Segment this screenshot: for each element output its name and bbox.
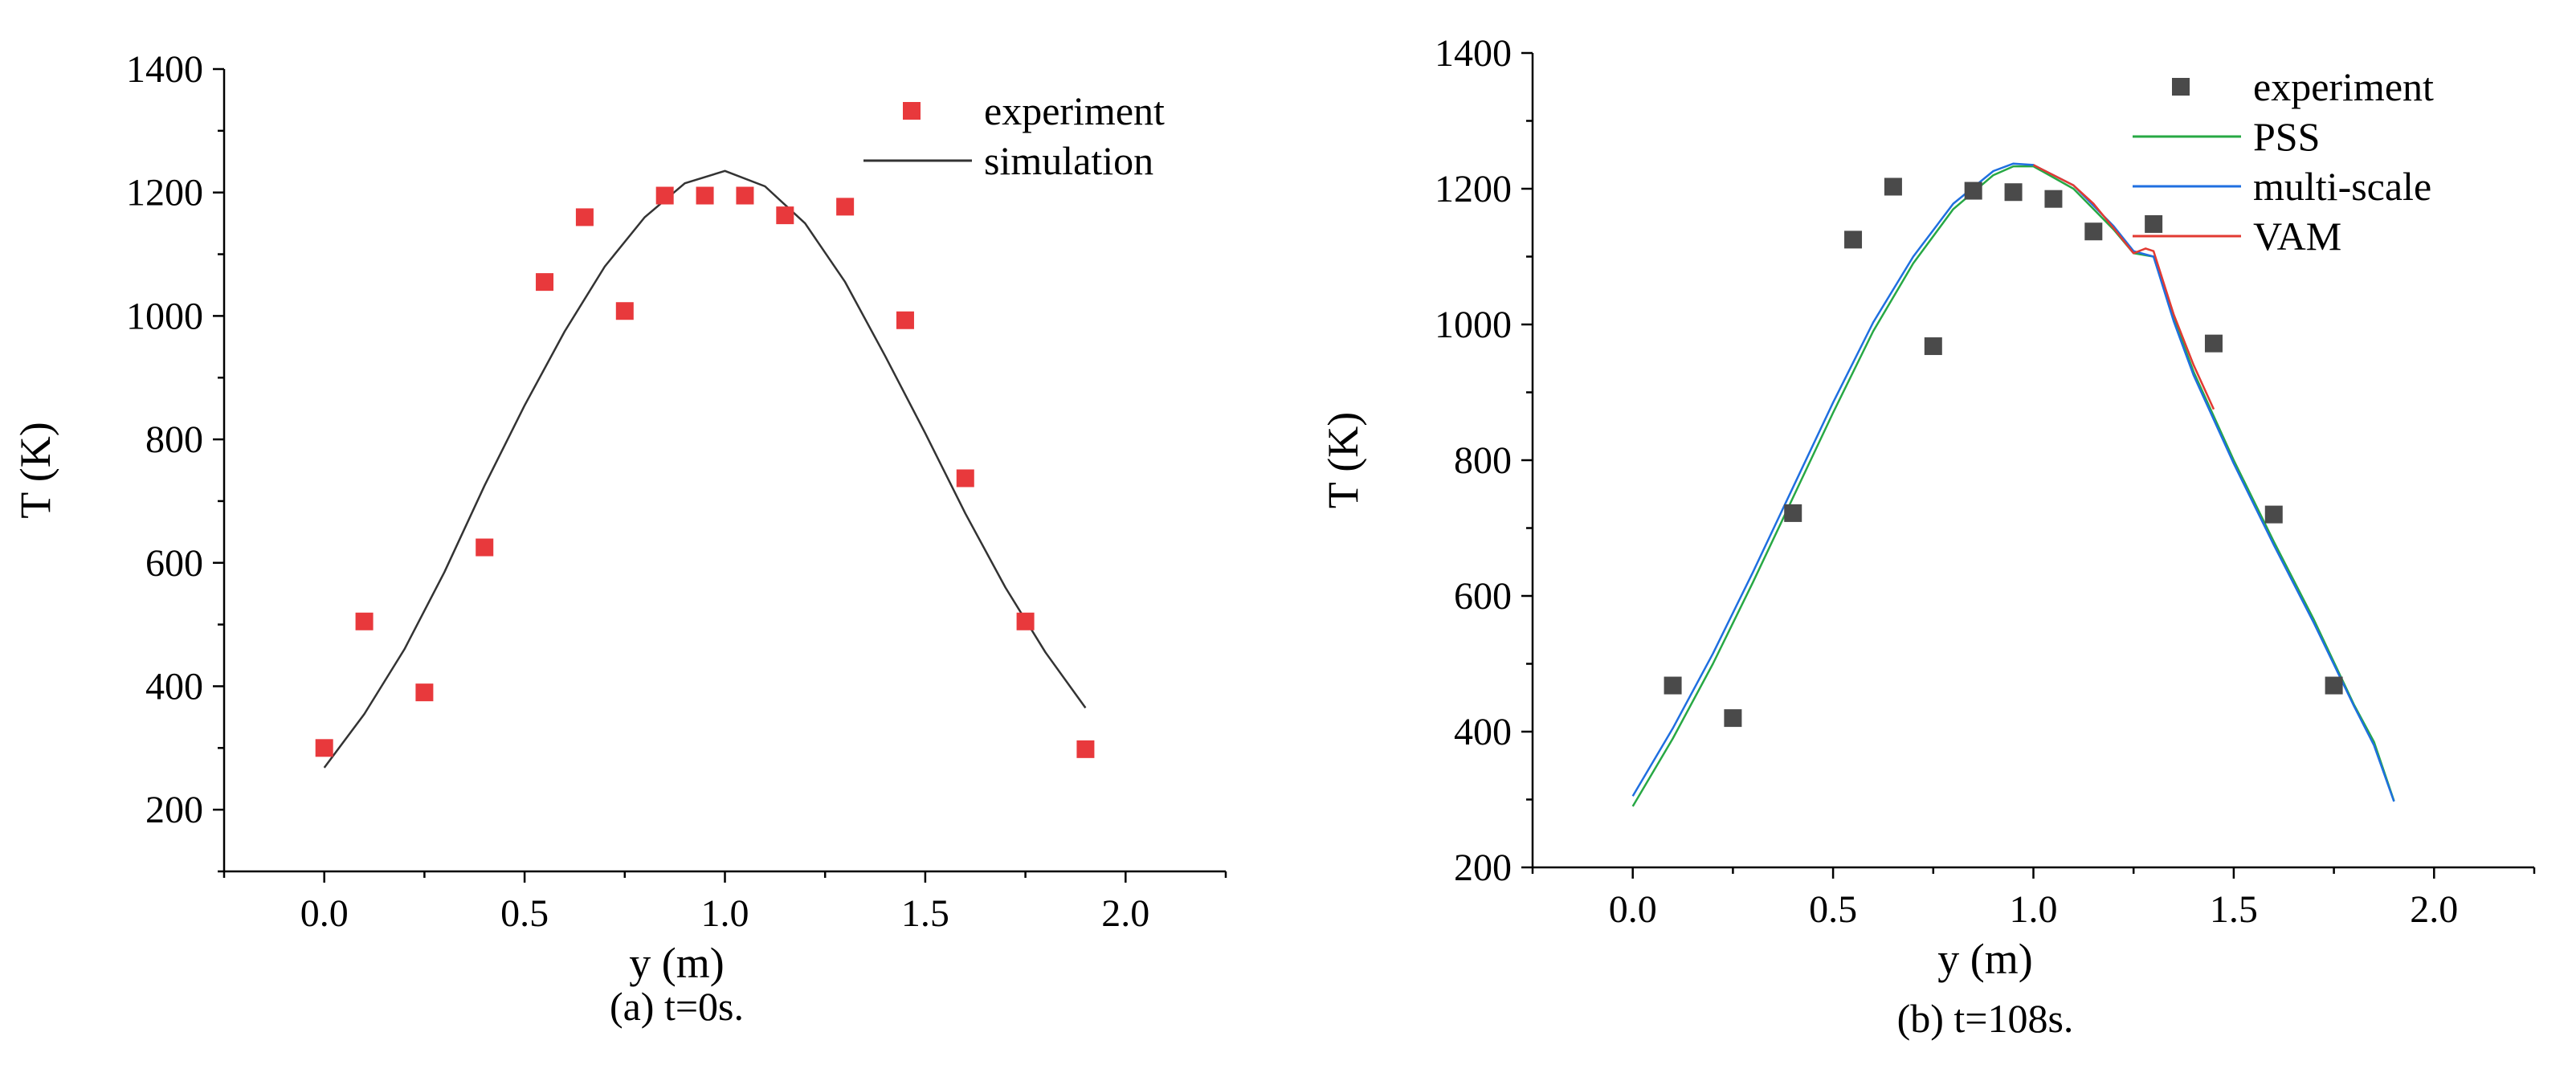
y-axis-title: T (K)	[11, 422, 59, 518]
legend-label-experiment: experiment	[984, 88, 1165, 133]
data-point-experiment	[615, 302, 634, 320]
panel-b: 200 400 600 800 1000 1200 1400 0.0 0.5 1.0 1.5 2.0 y…	[1319, 32, 2536, 1041]
data-point-experiment	[575, 208, 594, 226]
x-tick-label: 0.0	[1609, 888, 1657, 931]
x-tick-label: 1.0	[701, 892, 749, 935]
data-point-experiment	[315, 739, 333, 757]
y-tick-label: 1000	[126, 295, 203, 337]
data-point-experiment	[476, 538, 494, 557]
data-point-experiment	[1664, 676, 1682, 695]
data-point-experiment	[1724, 709, 1742, 728]
legend-label-multi-scale: multi-scale	[2253, 164, 2431, 209]
x-tick-label: 0.5	[500, 892, 549, 935]
legend-marker-experiment	[2172, 78, 2190, 96]
y-tick-label: 600	[1454, 575, 1512, 618]
x-tick-label: 1.5	[901, 892, 949, 935]
series-line-vam	[2032, 164, 2215, 410]
data-point-experiment	[536, 273, 554, 292]
data-point-experiment	[355, 612, 374, 630]
x-tick-label: 1.5	[2210, 888, 2258, 931]
y-axis-title: T (K)	[1319, 412, 1367, 508]
series-line-pss	[1631, 165, 2395, 807]
data-point-experiment	[2264, 505, 2283, 524]
y-tick-label: 1400	[1435, 32, 1512, 75]
data-point-experiment	[1016, 612, 1035, 630]
data-point-experiment	[1076, 740, 1095, 758]
data-point-experiment	[2145, 214, 2163, 233]
x-axis-title: y (m)	[629, 939, 724, 987]
figure-caption: (a) t=0s.	[610, 984, 744, 1029]
legend-label-vam: VAM	[2253, 214, 2341, 259]
y-tick-label: 1200	[126, 172, 203, 214]
x-tick-label: 0.5	[1809, 888, 1857, 931]
data-point-experiment	[736, 186, 754, 205]
data-point-experiment	[2325, 676, 2343, 695]
data-point-experiment	[896, 311, 914, 329]
x-tick-label: 2.0	[1101, 892, 1149, 935]
y-tick-label: 200	[145, 789, 203, 831]
data-point-experiment	[1884, 177, 1902, 196]
panel-a: 200 400 600 800 1000 1200 1400 0.0 0.5 1.0 1.5 2.0 y…	[11, 48, 1227, 1029]
legend-label-pss: PSS	[2253, 114, 2320, 159]
y-tick-label: 1200	[1435, 168, 1512, 210]
series-line-simulation	[323, 169, 1087, 769]
y-tick-label: 200	[1454, 847, 1512, 889]
data-point-experiment	[696, 186, 714, 205]
data-point-experiment	[1924, 337, 1942, 356]
data-point-experiment	[2004, 183, 2023, 202]
data-point-experiment	[956, 469, 974, 488]
y-tick-label: 1400	[126, 48, 203, 91]
data-point-experiment	[2084, 222, 2103, 241]
legend-marker-experiment	[903, 102, 921, 120]
legend-label-simulation: simulation	[984, 138, 1153, 183]
y-tick-label: 800	[1454, 439, 1512, 482]
figure-caption: (b) t=108s.	[1897, 996, 2074, 1041]
data-point-experiment	[1844, 230, 1863, 249]
data-point-experiment	[2044, 190, 2063, 208]
y-tick-label: 800	[145, 418, 203, 461]
data-point-experiment	[776, 206, 794, 225]
y-tick-label: 400	[145, 665, 203, 708]
y-tick-label: 600	[145, 542, 203, 585]
series-line-multi-scale	[1631, 162, 2395, 802]
data-point-experiment	[1784, 504, 1802, 522]
data-point-experiment	[836, 198, 855, 216]
data-point-experiment	[415, 683, 434, 702]
y-tick-label: 400	[1454, 711, 1512, 753]
data-point-experiment	[655, 186, 674, 205]
legend-label-experiment: experiment	[2253, 64, 2434, 109]
x-tick-label: 2.0	[2410, 888, 2458, 931]
data-point-experiment	[1964, 182, 1982, 200]
data-point-experiment	[2204, 334, 2223, 353]
x-tick-label: 1.0	[2010, 888, 2058, 931]
x-axis-title: y (m)	[1937, 935, 2032, 983]
x-tick-label: 0.0	[300, 892, 349, 935]
y-tick-label: 1000	[1435, 304, 1512, 346]
